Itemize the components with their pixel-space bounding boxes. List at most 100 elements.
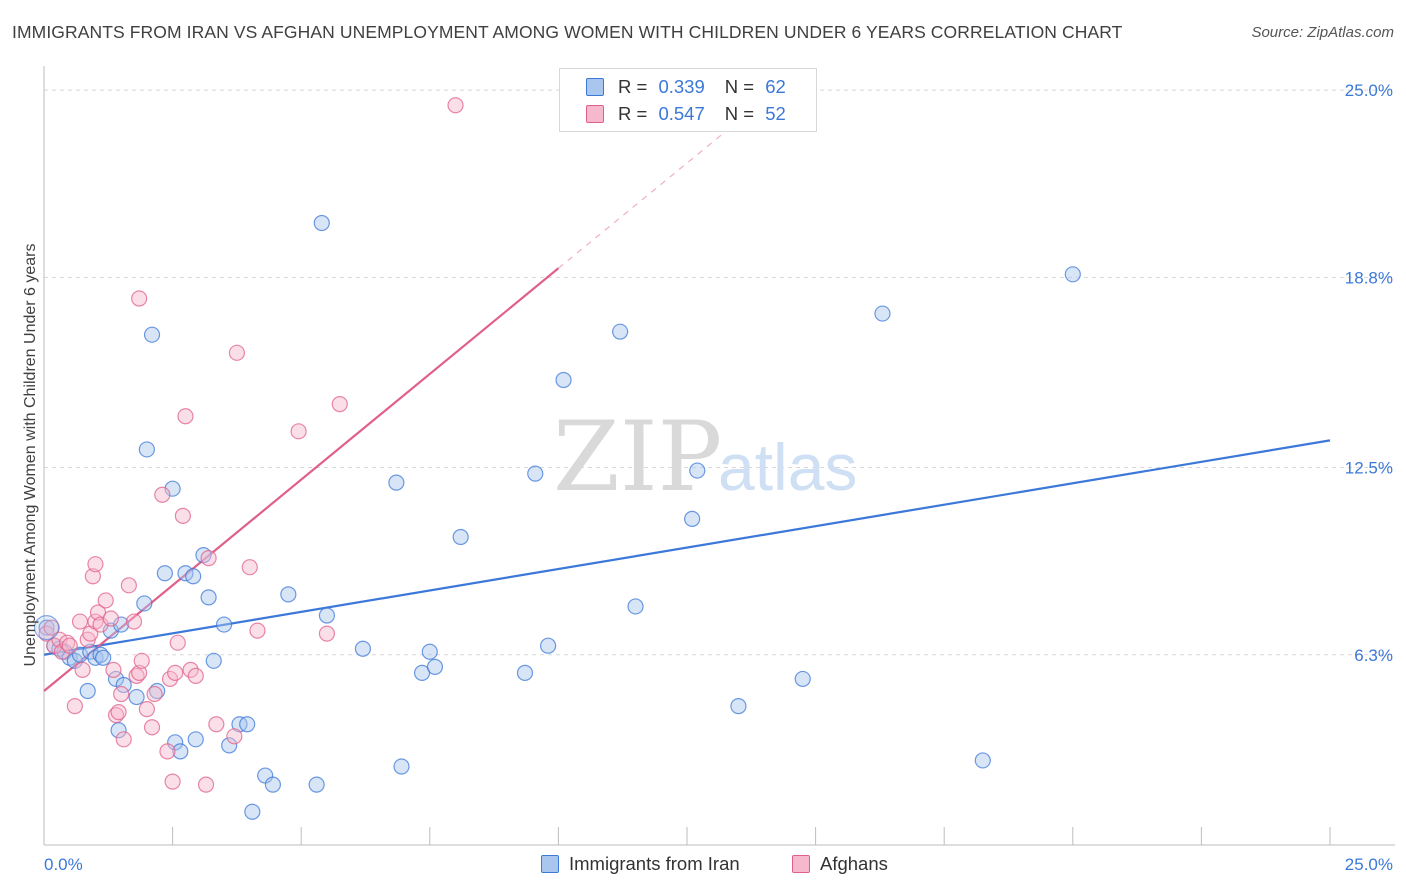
point-iran [280,586,297,603]
point-iran [874,305,891,322]
point-afghans [131,664,148,681]
point-iran [200,589,217,606]
point-iran [388,474,405,491]
trendline-afghans-extension [558,128,729,269]
point-iran [221,737,238,754]
point-afghans [125,613,143,630]
point-iran [421,643,438,660]
point-afghans [97,592,114,609]
legend-row-afghans: R = 0.547 N = 52 [586,102,786,126]
bottom-legend-afghans[interactable]: Afghans [792,851,888,877]
point-afghans [174,507,191,524]
point-afghans [249,622,266,639]
y-tick-label: 12.5% [1345,459,1393,478]
point-afghans [84,568,101,585]
legend-swatch-iran [586,78,604,96]
bottom-legend-iran[interactable]: Immigrants from Iran [541,851,740,877]
y-axis-label: Unemployment Among Women with Children U… [22,243,39,666]
point-iran [149,682,166,700]
point-afghans [87,613,104,630]
point-iran [156,565,173,582]
point-iran [115,676,132,694]
point-afghans [59,634,76,651]
point-iran [974,752,991,769]
point-afghans [113,685,130,703]
point-iran [1064,266,1081,283]
point-iran [516,664,534,681]
point-iran [612,323,629,340]
point-afghans [102,610,119,627]
point-iran [215,616,233,633]
point-afghans [110,704,127,721]
point-iran [627,598,644,615]
point-iran [689,462,706,479]
point-afghans [187,667,204,685]
x-tick-label-max: 25.0% [1345,855,1393,874]
legend-n-label: N = [724,103,755,124]
trendline-afghans [43,267,560,692]
x-tick-label-min: 0.0% [44,855,83,874]
point-afghans [74,661,91,678]
point-iran [354,640,372,657]
point-iran [794,670,811,688]
legend: R = 0.339 N = 62 R = 0.547 N = 52 [559,68,817,132]
point-iran [684,510,701,527]
point-afghans [43,619,60,636]
point-iran [205,652,222,669]
trend-lines [43,128,1331,692]
point-iran [92,646,109,663]
y-tick-label: 18.8% [1345,268,1393,287]
point-iran [426,658,444,675]
point-afghans [447,97,464,114]
bottom-legend-swatch-afghans [792,855,810,873]
point-afghans [115,731,132,748]
point-iran [195,547,212,564]
watermark: ZIP atlas [553,401,857,513]
legend-row-iran: R = 0.339 N = 62 [586,75,786,99]
point-iran [187,731,204,748]
bottom-legend-label-iran: Immigrants from Iran [569,853,740,874]
point-afghans [228,344,245,361]
point-iran [527,465,544,482]
legend-r-value-afghans: 0.547 [658,103,705,124]
point-iran [264,776,282,793]
point-afghans [107,707,125,724]
point-afghans [66,698,83,715]
point-afghans [154,486,171,503]
point-afghans [82,625,99,642]
point-afghans [105,661,122,678]
legend-r-label: R = [618,76,648,97]
legend-n-label: N = [724,76,755,97]
point-iran [555,371,572,389]
point-afghans [87,556,104,573]
legend-swatch-afghans [586,105,604,123]
point-iran-cluster [33,614,60,641]
point-afghans [138,701,155,718]
point-afghans [177,408,194,425]
bottom-legend-label-afghans: Afghans [820,853,888,874]
point-afghans [61,637,78,654]
point-afghans [143,719,161,736]
point-afghans [290,423,307,440]
point-iran [185,568,202,585]
point-iran [136,595,153,612]
point-iran [128,688,145,706]
legend-n-value-iran: 62 [765,76,786,97]
y-tick-label: 25.0% [1345,81,1393,100]
point-afghans [71,613,89,630]
y-tick-labels: 6.3% 12.5% 18.8% 25.0% [1345,81,1393,665]
y-tick-label: 6.3% [1354,646,1393,665]
point-afghans [159,743,176,760]
point-afghans [169,634,186,651]
legend-r-label: R = [618,103,648,124]
x-tick-labels: 0.0% 25.0% [44,855,1393,874]
point-afghans [167,664,184,681]
point-iran [318,607,336,624]
point-iran [172,743,189,760]
point-iran [308,776,325,793]
watermark-zip: ZIP [553,401,722,513]
point-afghans [120,577,137,594]
point-iran [393,758,410,775]
point-iran [138,441,155,458]
